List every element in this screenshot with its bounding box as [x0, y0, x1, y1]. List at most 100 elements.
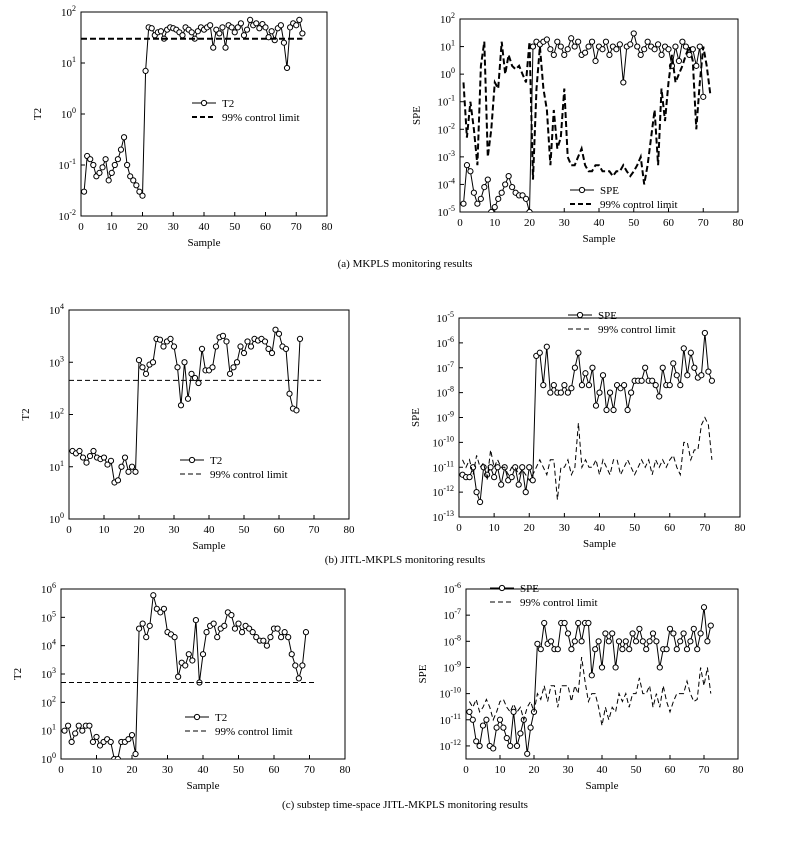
data-point [656, 393, 663, 400]
data-point [554, 38, 561, 45]
data-point [654, 41, 662, 48]
data-point [500, 724, 507, 731]
data-point [526, 464, 533, 471]
data-point [627, 41, 634, 48]
y-tick-label: 10-2 [437, 121, 455, 136]
data-point [143, 634, 150, 641]
x-tick-label: 30 [162, 764, 174, 776]
data-point [90, 447, 97, 455]
data-point [705, 368, 712, 375]
data-point [96, 742, 104, 749]
data-point [299, 30, 306, 37]
data-point [476, 498, 484, 506]
data-point [150, 592, 157, 599]
data-point [174, 364, 181, 371]
x-tick-label: 20 [529, 764, 541, 776]
data-point [517, 730, 524, 737]
data-point [578, 382, 586, 389]
data-point [100, 454, 108, 461]
data-point [302, 629, 310, 636]
data-point [585, 619, 592, 627]
x-tick-label: 20 [524, 217, 536, 229]
data-point [263, 642, 270, 649]
data-point [118, 463, 125, 470]
data-point [481, 184, 488, 191]
data-point [592, 646, 599, 653]
data-point [288, 651, 295, 658]
data-point [214, 634, 221, 641]
x-tick-label: 70 [698, 217, 710, 229]
data-point [473, 738, 480, 745]
x-tick-label: 0 [457, 217, 463, 229]
x-tick-label: 20 [524, 522, 536, 534]
data-point [536, 349, 543, 356]
data-point [240, 349, 248, 357]
y-tick-label: 100 [41, 751, 56, 766]
data-point [195, 379, 202, 387]
data-point [198, 345, 206, 353]
x-tick-label: 60 [260, 221, 272, 233]
data-point [682, 43, 689, 50]
data-point [281, 629, 288, 636]
data-point [700, 93, 707, 100]
data-point [469, 716, 476, 723]
data-point [230, 364, 237, 371]
data-point [550, 51, 557, 58]
x-tick-label: 40 [594, 217, 606, 229]
data-point [133, 182, 140, 189]
data-point [209, 364, 216, 371]
data-point [114, 755, 121, 759]
data-point [65, 722, 72, 729]
data-point [672, 43, 679, 50]
data-point [543, 36, 550, 43]
x-tick-label: 60 [665, 764, 677, 776]
data-point [630, 30, 637, 37]
data-point [628, 389, 635, 396]
data-point [466, 474, 473, 481]
data-point [639, 638, 646, 645]
data-point [139, 620, 146, 627]
data-point [184, 395, 192, 402]
y-tick-label: 105 [41, 609, 56, 624]
data-point [616, 41, 623, 48]
data-point [253, 634, 260, 641]
legend-label: T2 [222, 98, 234, 110]
data-point [108, 169, 115, 176]
data-point [691, 364, 698, 371]
data-point [557, 43, 564, 50]
y-tick-label: 104 [41, 638, 56, 653]
caption-c: (c) substep time-space JITL-MKPLS monito… [282, 799, 528, 811]
x-tick-label: 10 [489, 217, 501, 229]
data-point [568, 385, 575, 392]
plot-frame [60, 588, 346, 760]
data-point [498, 481, 505, 488]
data-point [641, 46, 648, 53]
y-tick-label: 10-7 [436, 360, 454, 375]
data-point [149, 359, 157, 366]
data-point [280, 39, 288, 46]
data-point [237, 343, 244, 350]
data-point [491, 204, 498, 211]
y-tick-label: 10-9 [436, 410, 454, 425]
data-point [256, 25, 263, 32]
caption-b: (b) JITL-MKPLS monitoring results [325, 554, 485, 566]
data-point [494, 464, 501, 471]
legend-label: 99% control limit [600, 199, 678, 211]
x-tick-label: 30 [168, 221, 180, 233]
y-tick-label: 101 [49, 459, 64, 474]
data-point [79, 454, 87, 461]
data-point [644, 38, 651, 45]
y-tick-label: 10-12 [439, 738, 461, 753]
data-point [148, 25, 155, 32]
y-tick-label: 103 [49, 354, 64, 369]
y-tick-label: 101 [61, 55, 76, 70]
data-point [247, 343, 255, 350]
data-point [526, 208, 533, 212]
x-axis-label: Sample [586, 780, 619, 792]
data-point [527, 724, 534, 731]
data-point [87, 156, 94, 163]
x-tick-label: 10 [489, 522, 501, 534]
data-point [585, 382, 593, 389]
y-tick-label: 10-8 [443, 633, 461, 648]
legend-label: 99% control limit [210, 469, 288, 481]
